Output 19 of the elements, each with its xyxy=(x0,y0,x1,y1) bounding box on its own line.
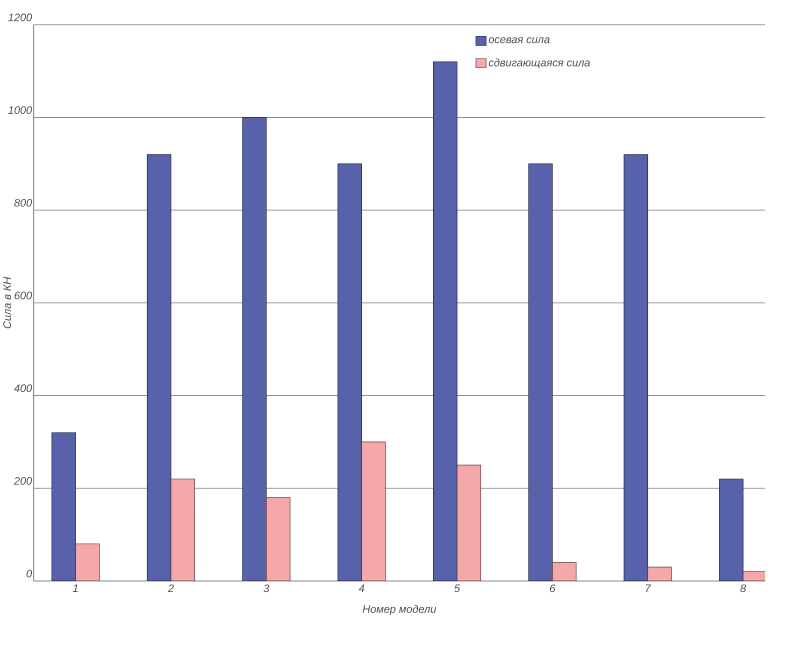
x-tick-label: 7 xyxy=(646,584,652,592)
x-tick-label: 1 xyxy=(72,584,78,592)
x-tick-label: 5 xyxy=(454,584,460,592)
y-tick-label: 400 xyxy=(14,384,32,392)
y-tick-label: 600 xyxy=(14,292,32,300)
x-tick-label: 8 xyxy=(740,584,746,592)
x-axis-title: Номер модели xyxy=(362,604,436,615)
y-tick-label: 800 xyxy=(14,198,32,207)
legend-label: сдвигающаяся сила xyxy=(488,58,590,68)
legend-label: осевая сила xyxy=(488,37,550,44)
x-tick-label: 4 xyxy=(358,584,364,592)
y-tick-label: 0 xyxy=(26,570,32,578)
y-tick-label: 200 xyxy=(14,476,32,485)
y-tick-label: 1200 xyxy=(8,13,32,22)
x-tick-label: 6 xyxy=(550,584,556,592)
y-axis-title: Сила в КН xyxy=(3,276,12,328)
x-tick-label: 3 xyxy=(264,584,270,592)
y-tick-label: 1000 xyxy=(8,106,32,114)
x-tick-label: 2 xyxy=(168,584,174,592)
